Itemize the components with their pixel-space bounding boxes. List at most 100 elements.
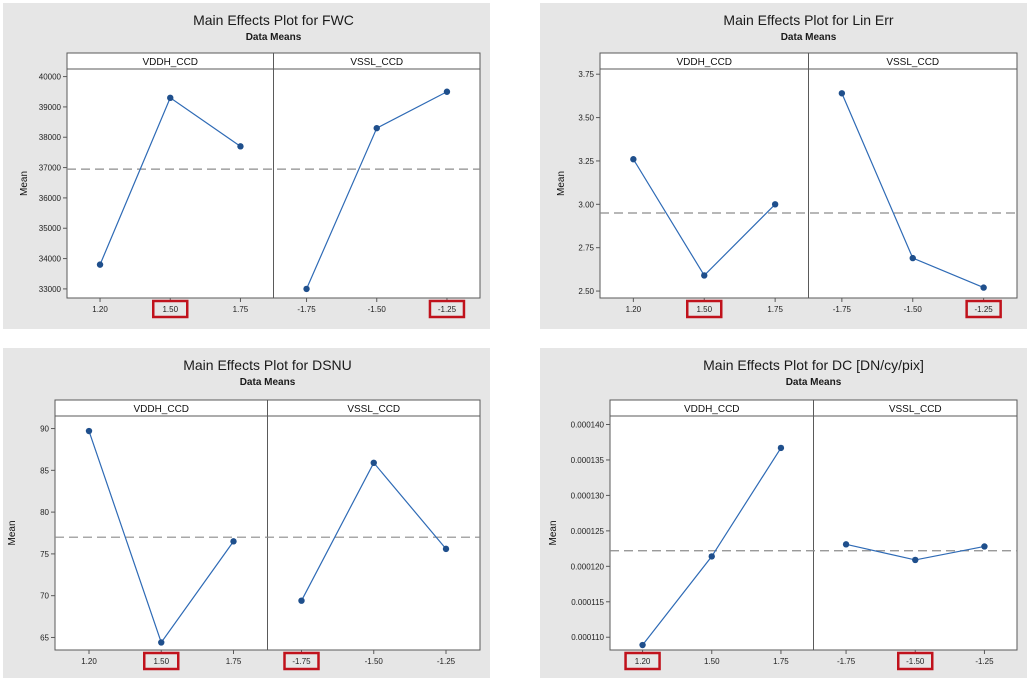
dc-panel-vddh-point-1.20 — [639, 641, 646, 649]
fwc-panel-vssl-highlight-box — [428, 299, 466, 319]
dc-panel-vddh-highlight-box — [624, 651, 661, 671]
dc-y-tick-label: 0.000130 — [571, 491, 605, 500]
lin-err-panel-vddh-point-1.75 — [771, 201, 779, 208]
fwc-panel-vssl-x-tick-label: -1.75 — [297, 305, 316, 314]
dc-chart: Main Effects Plot for DC [DN/cy/pix] Data… — [540, 348, 1027, 678]
dsnu-y-axis-label: Mean — [7, 520, 18, 545]
dc-panel-vssl-point--1.25 — [981, 543, 988, 550]
lin-err-panel-vssl-factor-label: VSSL_CCD — [886, 57, 939, 68]
fwc-panel-vssl-point--1.50 — [373, 124, 380, 132]
fwc-y-tick-label: 40000 — [39, 73, 62, 82]
fwc-panel-vddh-point-1.50 — [167, 94, 174, 102]
dsnu-panel-vssl-point--1.75 — [298, 597, 305, 604]
fwc-panel-vssl-x-tick-label: -1.25 — [438, 305, 457, 314]
dsnu-panel-vddh-point-1.75 — [230, 538, 237, 545]
lin-err-y-axis-label: Mean — [556, 171, 567, 196]
lin-err-y-tick-label: 3.75 — [578, 70, 594, 79]
dc-panel-vddh-point-1.50 — [708, 553, 715, 560]
dsnu-y-tick-label: 80 — [40, 508, 49, 517]
dsnu-panel-vddh-point-1.50 — [158, 639, 165, 646]
lin-err-y-tick-label: 3.00 — [578, 200, 594, 209]
lin-err-panel-vssl-x-tick-label: -1.50 — [904, 305, 923, 314]
fwc-panel-vddh-x-tick-label: 1.20 — [92, 305, 108, 314]
fwc-subtitle: Data Means — [246, 32, 302, 43]
dsnu-panel-vssl-x-tick-label: -1.75 — [292, 657, 311, 666]
fwc-y-tick-label: 36000 — [39, 194, 62, 203]
fwc-panel-vssl-point--1.25 — [443, 88, 451, 95]
lin-err-panel-vssl-x-tick-label: -1.75 — [833, 305, 852, 314]
fwc-y-tick-label: 35000 — [39, 224, 62, 233]
dsnu-panel-vddh-highlight-box — [143, 651, 180, 671]
dc-panel-vddh-x-tick-label: 1.50 — [704, 657, 720, 666]
lin-err-y-tick-label: 3.50 — [578, 114, 594, 123]
dsnu-subtitle: Data Means — [240, 377, 296, 388]
dsnu-panel-vssl-x-tick-label: -1.50 — [365, 657, 384, 666]
lin-err-panel-vddh-point-1.50 — [701, 272, 708, 279]
dc-y-tick-label: 0.000140 — [571, 421, 605, 430]
dc-panel-vssl-x-tick-label: -1.75 — [837, 657, 856, 666]
dsnu-panel-vssl-x-tick-label: -1.25 — [437, 657, 456, 666]
lin-err-panel-vddh-x-tick-label: 1.20 — [626, 305, 642, 314]
fwc-panel-vddh-point-1.20 — [96, 261, 104, 268]
lin-err-panel-vssl-point--1.25 — [980, 284, 987, 291]
dc-panel-vssl-x-tick-label: -1.50 — [906, 657, 925, 666]
lin-err-y-tick-label: 2.75 — [578, 244, 594, 253]
lin-err-title: Main Effects Plot for Lin Err — [723, 12, 893, 28]
dsnu-panel-vssl-highlight-box — [283, 651, 320, 671]
fwc-y-tick-label: 39000 — [39, 103, 62, 112]
fwc-panel-vddh-point-1.75 — [237, 143, 244, 150]
lin-err-panel-vssl-point--1.50 — [909, 254, 916, 262]
fwc-y-tick-label: 38000 — [39, 133, 62, 142]
dc-y-tick-label: 0.000115 — [571, 598, 604, 607]
lin-err-panel-vssl-x-tick-label: -1.25 — [975, 305, 994, 314]
dc-y-tick-label: 0.000125 — [571, 527, 605, 536]
dsnu-y-tick-label: 75 — [40, 550, 49, 559]
dsnu-panel-vssl-point--1.50 — [370, 459, 377, 466]
dsnu-panel-vddh-x-tick-label: 1.50 — [153, 657, 169, 666]
dc-y-axis-label: Mean — [548, 520, 559, 545]
dc-y-tick-label: 0.000135 — [571, 456, 605, 465]
lin-err-panel-vddh-highlight-box — [686, 299, 723, 319]
lin-err-panel-vddh-x-tick-label: 1.75 — [767, 305, 783, 314]
dc-panel-vddh-point-1.75 — [777, 444, 785, 452]
dsnu-y-tick-label: 70 — [40, 592, 49, 601]
lin-err-panel-vssl-highlight-box — [965, 299, 1002, 319]
lin-err-y-tick-label: 3.25 — [578, 157, 594, 166]
dsnu-panel-vddh-point-1.20 — [85, 427, 93, 435]
lin-err-panel-vddh-point-1.20 — [630, 156, 637, 163]
fwc-panel-vssl-factor-label: VSSL_CCD — [350, 57, 403, 68]
dc-panel-vssl-point--1.50 — [912, 556, 919, 564]
lin-err-panel-vssl-point--1.75 — [838, 90, 846, 97]
fwc-y-tick-label: 34000 — [39, 255, 62, 264]
dc-title: Main Effects Plot for DC [DN/cy/pix] — [703, 357, 924, 373]
dc-subtitle: Data Means — [786, 377, 842, 388]
fwc-panel-vssl-point--1.75 — [303, 285, 310, 293]
lin-err-panel-vddh-factor-label: VDDH_CCD — [676, 57, 732, 68]
dsnu-panel-vssl-factor-label: VSSL_CCD — [347, 404, 400, 415]
fwc-y-tick-label: 33000 — [39, 285, 62, 294]
dc-y-tick-label: 0.000120 — [571, 562, 605, 571]
dsnu-panel-vddh-x-tick-label: 1.20 — [81, 657, 97, 666]
dc-panel-vddh-factor-label: VDDH_CCD — [684, 404, 740, 415]
dsnu-panel-vssl-point--1.25 — [442, 545, 450, 553]
dsnu-panel-vddh-factor-label: VDDH_CCD — [133, 404, 189, 415]
dsnu-panel-vddh-x-tick-label: 1.75 — [226, 657, 242, 666]
fwc-title: Main Effects Plot for FWC — [193, 12, 354, 28]
dsnu-chart: Main Effects Plot for DSNU Data Means 65 70… — [3, 348, 490, 678]
dc-panel-vssl-factor-label: VSSL_CCD — [889, 404, 942, 415]
fwc-panel-vddh-x-tick-label: 1.75 — [233, 305, 249, 314]
dsnu-y-tick-label: 85 — [40, 466, 49, 475]
fwc-panel-vddh-x-tick-label: 1.50 — [162, 305, 178, 314]
dsnu-y-tick-label: 90 — [40, 425, 49, 434]
dsnu-y-tick-label: 65 — [40, 633, 49, 642]
lin-err-y-tick-label: 2.50 — [578, 287, 594, 296]
fwc-chart: Main Effects Plot for FWC Data Means 33000… — [3, 3, 490, 329]
dc-panel-vddh-x-tick-label: 1.75 — [773, 657, 789, 666]
lin-err-subtitle: Data Means — [781, 32, 837, 43]
fwc-panel-vddh-factor-label: VDDH_CCD — [142, 57, 198, 68]
fwc-y-tick-label: 37000 — [39, 164, 62, 173]
lin-err-panel-vddh-x-tick-label: 1.50 — [696, 305, 712, 314]
fwc-panel-vssl-x-tick-label: -1.50 — [368, 305, 387, 314]
dc-y-tick-label: 0.000110 — [571, 633, 604, 642]
fwc-y-axis-label: Mean — [19, 171, 30, 196]
